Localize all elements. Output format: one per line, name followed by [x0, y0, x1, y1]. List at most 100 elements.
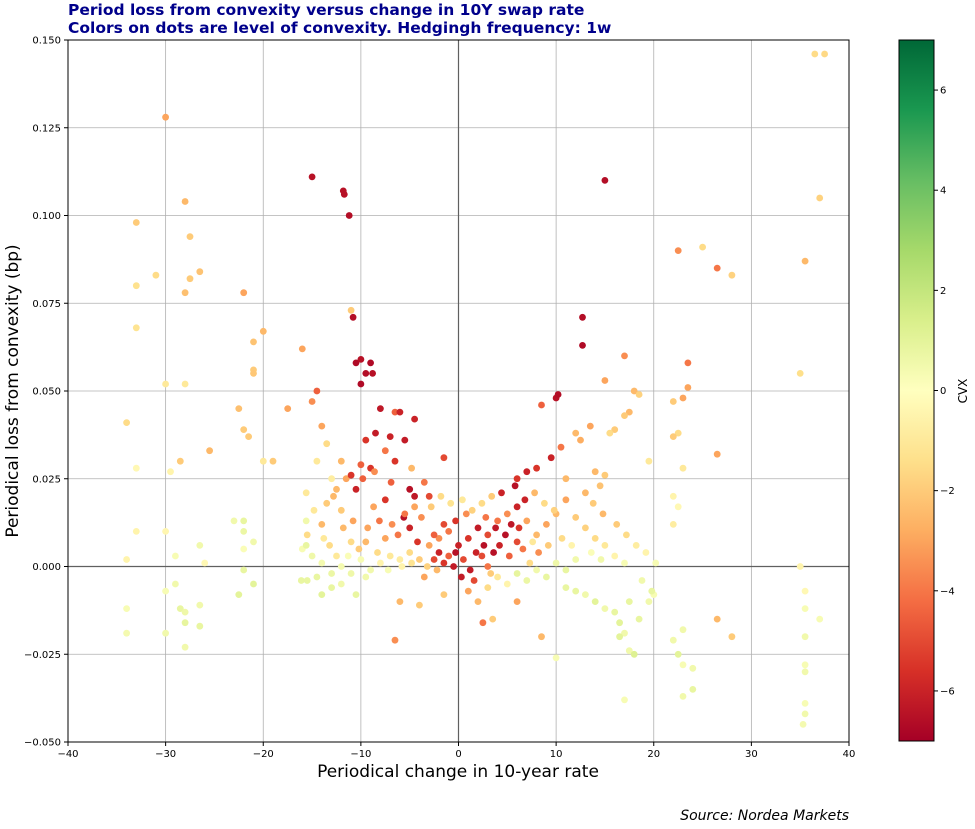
scatter-point: [196, 542, 204, 549]
scatter-point: [132, 324, 140, 332]
scatter-point: [326, 542, 333, 549]
scatter-point: [507, 521, 515, 528]
scatter-point: [484, 563, 492, 570]
scatter-point: [357, 380, 365, 388]
scatter-point: [357, 461, 365, 469]
scatter-point: [440, 454, 448, 462]
scatter-point: [728, 633, 736, 641]
scatter-point: [464, 535, 472, 542]
scatter-point: [503, 510, 511, 518]
scatter-point: [621, 412, 628, 419]
scatter-point: [589, 499, 597, 507]
scatter-point: [132, 219, 140, 226]
scatter-point: [652, 559, 660, 567]
scatter-point: [616, 619, 623, 627]
scatter-point: [669, 636, 677, 644]
scatter-point: [523, 517, 531, 525]
scatter-point: [801, 700, 809, 707]
scatter-point: [362, 538, 370, 546]
scatter-point: [318, 591, 326, 598]
scatter-point: [408, 464, 415, 472]
scatter-point: [447, 499, 455, 507]
scatter-point: [459, 496, 466, 504]
scatter-point: [533, 464, 540, 472]
scatter-point: [418, 514, 425, 521]
scatter-point: [484, 531, 492, 539]
x-tick-label: 0: [455, 749, 461, 760]
scatter-point: [630, 387, 638, 395]
scatter-point: [396, 556, 404, 563]
scatter-point: [123, 419, 130, 426]
scatter-point: [352, 591, 360, 598]
scatter-point: [558, 535, 566, 542]
scatter-point: [541, 499, 548, 507]
scatter-point: [450, 563, 457, 570]
scatter-point: [181, 198, 189, 205]
scatter-point: [478, 499, 486, 507]
scatter-point: [303, 531, 311, 539]
scatter-point: [352, 359, 360, 367]
scatter-point: [601, 177, 609, 184]
scatter-point: [357, 556, 365, 563]
colorbar-tick-label: 2: [940, 286, 946, 297]
scatter-point: [494, 517, 501, 525]
scatter-point: [674, 650, 682, 658]
scatter-point: [328, 570, 335, 577]
scatter-point: [440, 521, 448, 528]
scatter-point: [535, 549, 542, 556]
scatter-point: [420, 573, 428, 581]
colorbar-tick-label: 0: [940, 386, 946, 397]
scatter-point: [621, 629, 628, 637]
scatter-point: [621, 352, 628, 360]
scatter-point: [591, 535, 599, 542]
scatter-point: [176, 457, 184, 465]
scatter-point: [799, 721, 807, 728]
scatter-point: [250, 580, 257, 588]
scatter-point: [181, 643, 189, 651]
scatter-point: [123, 629, 130, 637]
scatter-point: [181, 289, 189, 297]
scatter-point: [318, 559, 326, 567]
scatter-point: [713, 264, 721, 272]
scatter-point: [391, 636, 399, 644]
scatter-point: [362, 436, 370, 444]
scatter-point: [455, 542, 462, 549]
scatter-point: [445, 552, 453, 560]
scatter-point: [684, 384, 692, 391]
scatter-point: [801, 710, 809, 718]
scatter-point: [181, 619, 189, 627]
scatter-point: [713, 615, 721, 623]
scatter-point: [235, 405, 243, 412]
scatter-point: [235, 591, 243, 598]
scatter-point: [562, 566, 570, 574]
scatter-point: [308, 398, 316, 405]
scatter-point: [186, 233, 194, 241]
scatter-point: [462, 510, 470, 518]
scatter-point: [552, 559, 560, 567]
scatter-point: [349, 313, 357, 321]
scatter-point: [391, 457, 399, 465]
scatter-point: [669, 398, 677, 405]
y-tick-label: −0.025: [24, 650, 61, 661]
scatter-point: [625, 408, 633, 416]
scatter-point: [488, 492, 496, 500]
scatter-point: [416, 556, 423, 563]
scatter-point: [445, 528, 453, 535]
scatter-point: [347, 538, 355, 546]
y-tick-label: 0.100: [32, 211, 61, 222]
scatter-point: [557, 443, 565, 451]
y-tick-label: 0.125: [32, 123, 61, 134]
scatter-point: [318, 521, 326, 528]
scatter-point: [645, 598, 653, 605]
scatter-point: [552, 654, 560, 662]
scatter-point: [376, 517, 383, 525]
scatter-point: [259, 457, 267, 465]
scatter-point: [406, 485, 414, 493]
scatter-point: [406, 549, 414, 556]
scatter-point: [357, 356, 365, 363]
scatter-point: [371, 468, 378, 476]
scatter-point: [458, 573, 465, 581]
scatter-point: [582, 591, 589, 598]
scatter-point: [679, 693, 687, 700]
